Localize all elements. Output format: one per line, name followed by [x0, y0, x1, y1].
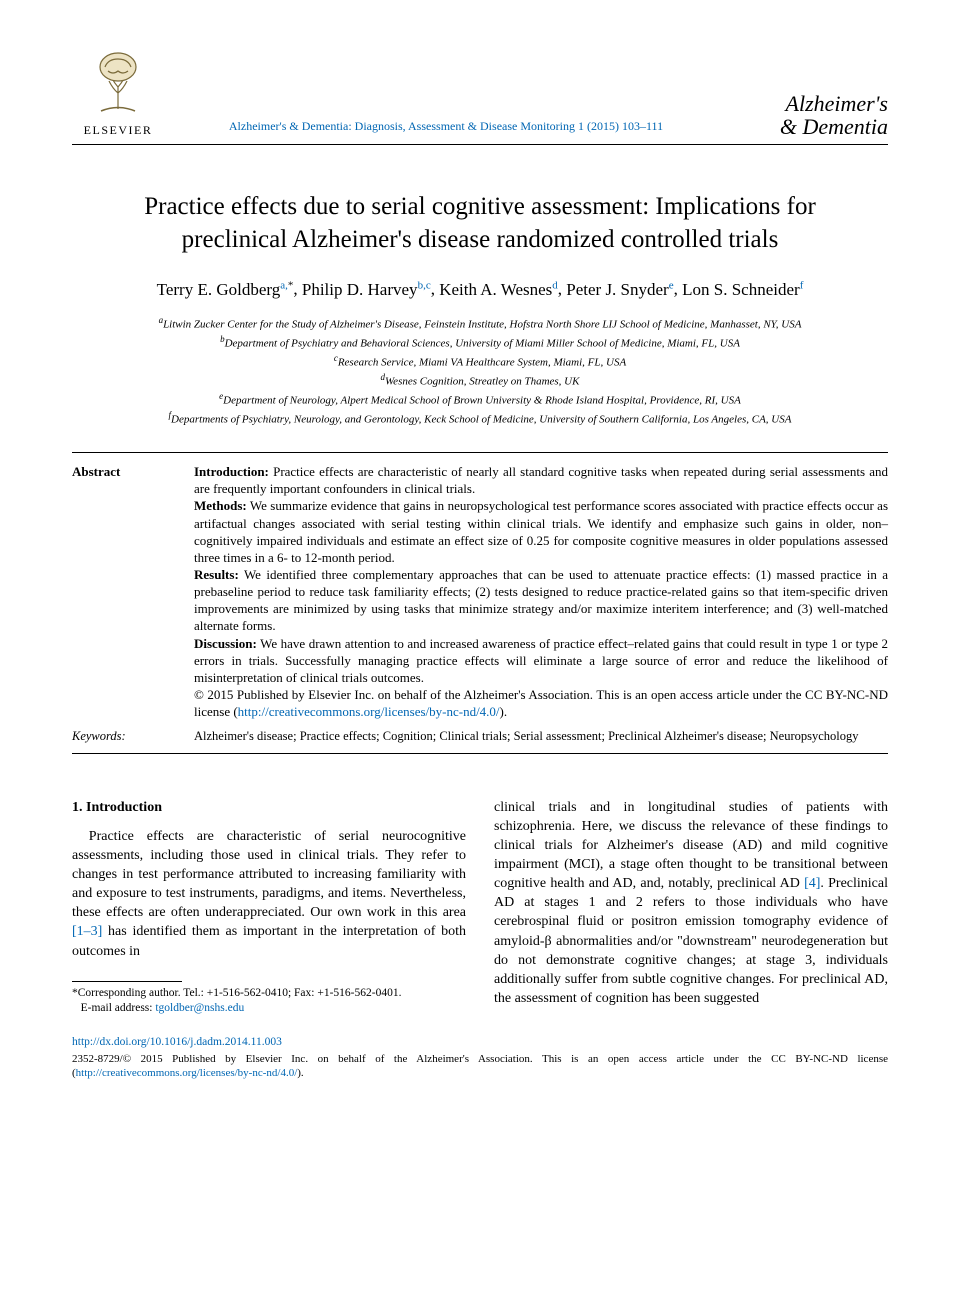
abstract-discussion-label: Discussion:: [194, 636, 257, 651]
footnote-corr: *Corresponding author. Tel.: +1-516-562-…: [72, 986, 466, 1002]
elsevier-logo: ELSEVIER: [72, 48, 164, 138]
page-header: ELSEVIER Alzheimer's & Dementia: Diagnos…: [72, 48, 888, 138]
keywords-block: Keywords: Alzheimer's disease; Practice …: [72, 728, 888, 745]
journal-reference[interactable]: Alzheimer's & Dementia: Diagnosis, Asses…: [164, 118, 728, 138]
article-title: Practice effects due to serial cognitive…: [102, 191, 858, 256]
abstract-intro-label: Introduction:: [194, 464, 269, 479]
license-link[interactable]: http://creativecommons.org/licenses/by-n…: [238, 704, 500, 719]
column-right: clinical trials and in longitudinal stud…: [494, 798, 888, 1016]
divider-top: [72, 144, 888, 145]
author: Peter J. Snydere: [566, 280, 673, 299]
corresponding-author-footnote: *Corresponding author. Tel.: +1-516-562-…: [72, 986, 466, 1017]
abstract-results-label: Results:: [194, 567, 239, 582]
affiliation: cResearch Service, Miami VA Healthcare S…: [72, 352, 888, 371]
footer-copyright: 2352-8729/© 2015 Published by Elsevier I…: [72, 1052, 888, 1081]
abstract-label: Abstract: [72, 463, 166, 720]
section-heading-intro: 1. Introduction: [72, 798, 466, 817]
citation-link[interactable]: [1–3]: [72, 924, 102, 939]
abstract-methods-label: Methods:: [194, 498, 247, 513]
abstract-copyright-close: ).: [500, 704, 508, 719]
abstract-methods-text: We summarize evidence that gains in neur…: [194, 498, 888, 564]
abstract-block: Abstract Introduction: Practice effects …: [72, 463, 888, 720]
affiliation: fDepartments of Psychiatry, Neurology, a…: [72, 409, 888, 428]
doi-link[interactable]: http://dx.doi.org/10.1016/j.dadm.2014.11…: [72, 1036, 282, 1048]
affiliation: eDepartment of Neurology, Alpert Medical…: [72, 390, 888, 409]
email-link[interactable]: tgoldber@nshs.edu: [155, 1002, 244, 1014]
journal-logo-line1: Alzheimer's: [728, 92, 888, 115]
elsevier-label: ELSEVIER: [84, 122, 153, 138]
column-left: 1. Introduction Practice effects are cha…: [72, 798, 466, 1016]
affiliation: dWesnes Cognition, Streatley on Thames, …: [72, 371, 888, 390]
author: Lon S. Schneiderf: [682, 280, 803, 299]
affiliation: aLitwin Zucker Center for the Study of A…: [72, 314, 888, 333]
citation-link[interactable]: [4]: [804, 876, 820, 891]
abstract-intro-text: Practice effects are characteristic of n…: [194, 464, 888, 496]
author: Keith A. Wesnesd: [439, 280, 558, 299]
author: Terry E. Goldberga,*: [157, 280, 294, 299]
body-paragraph: clinical trials and in longitudinal stud…: [494, 798, 888, 1007]
journal-logo: Alzheimer's & Dementia: [728, 92, 888, 138]
divider-abstract-top: [72, 452, 888, 453]
author: Philip D. Harveyb,c: [302, 280, 431, 299]
keywords-body: Alzheimer's disease; Practice effects; C…: [194, 728, 888, 745]
journal-logo-line2: & Dementia: [728, 115, 888, 138]
footnote-rule: [72, 981, 182, 982]
doi-line: http://dx.doi.org/10.1016/j.dadm.2014.11…: [72, 1035, 888, 1051]
elsevier-tree-icon: [82, 48, 154, 120]
divider-abstract-bottom: [72, 753, 888, 754]
body-paragraph: Practice effects are characteristic of s…: [72, 827, 466, 960]
abstract-results-text: We identified three complementary approa…: [194, 567, 888, 633]
footnote-email-line: E-mail address: tgoldber@nshs.edu: [72, 1001, 466, 1017]
license-link-footer[interactable]: http://creativecommons.org/licenses/by-n…: [76, 1067, 298, 1079]
body-columns: 1. Introduction Practice effects are cha…: [72, 798, 888, 1016]
abstract-body: Introduction: Practice effects are chara…: [194, 463, 888, 720]
affiliation-list: aLitwin Zucker Center for the Study of A…: [72, 314, 888, 428]
abstract-discussion-text: We have drawn attention to and increased…: [194, 636, 888, 685]
affiliation: bDepartment of Psychiatry and Behavioral…: [72, 333, 888, 352]
author-list: Terry E. Goldberga,*, Philip D. Harveyb,…: [72, 278, 888, 302]
keywords-label: Keywords:: [72, 728, 166, 745]
